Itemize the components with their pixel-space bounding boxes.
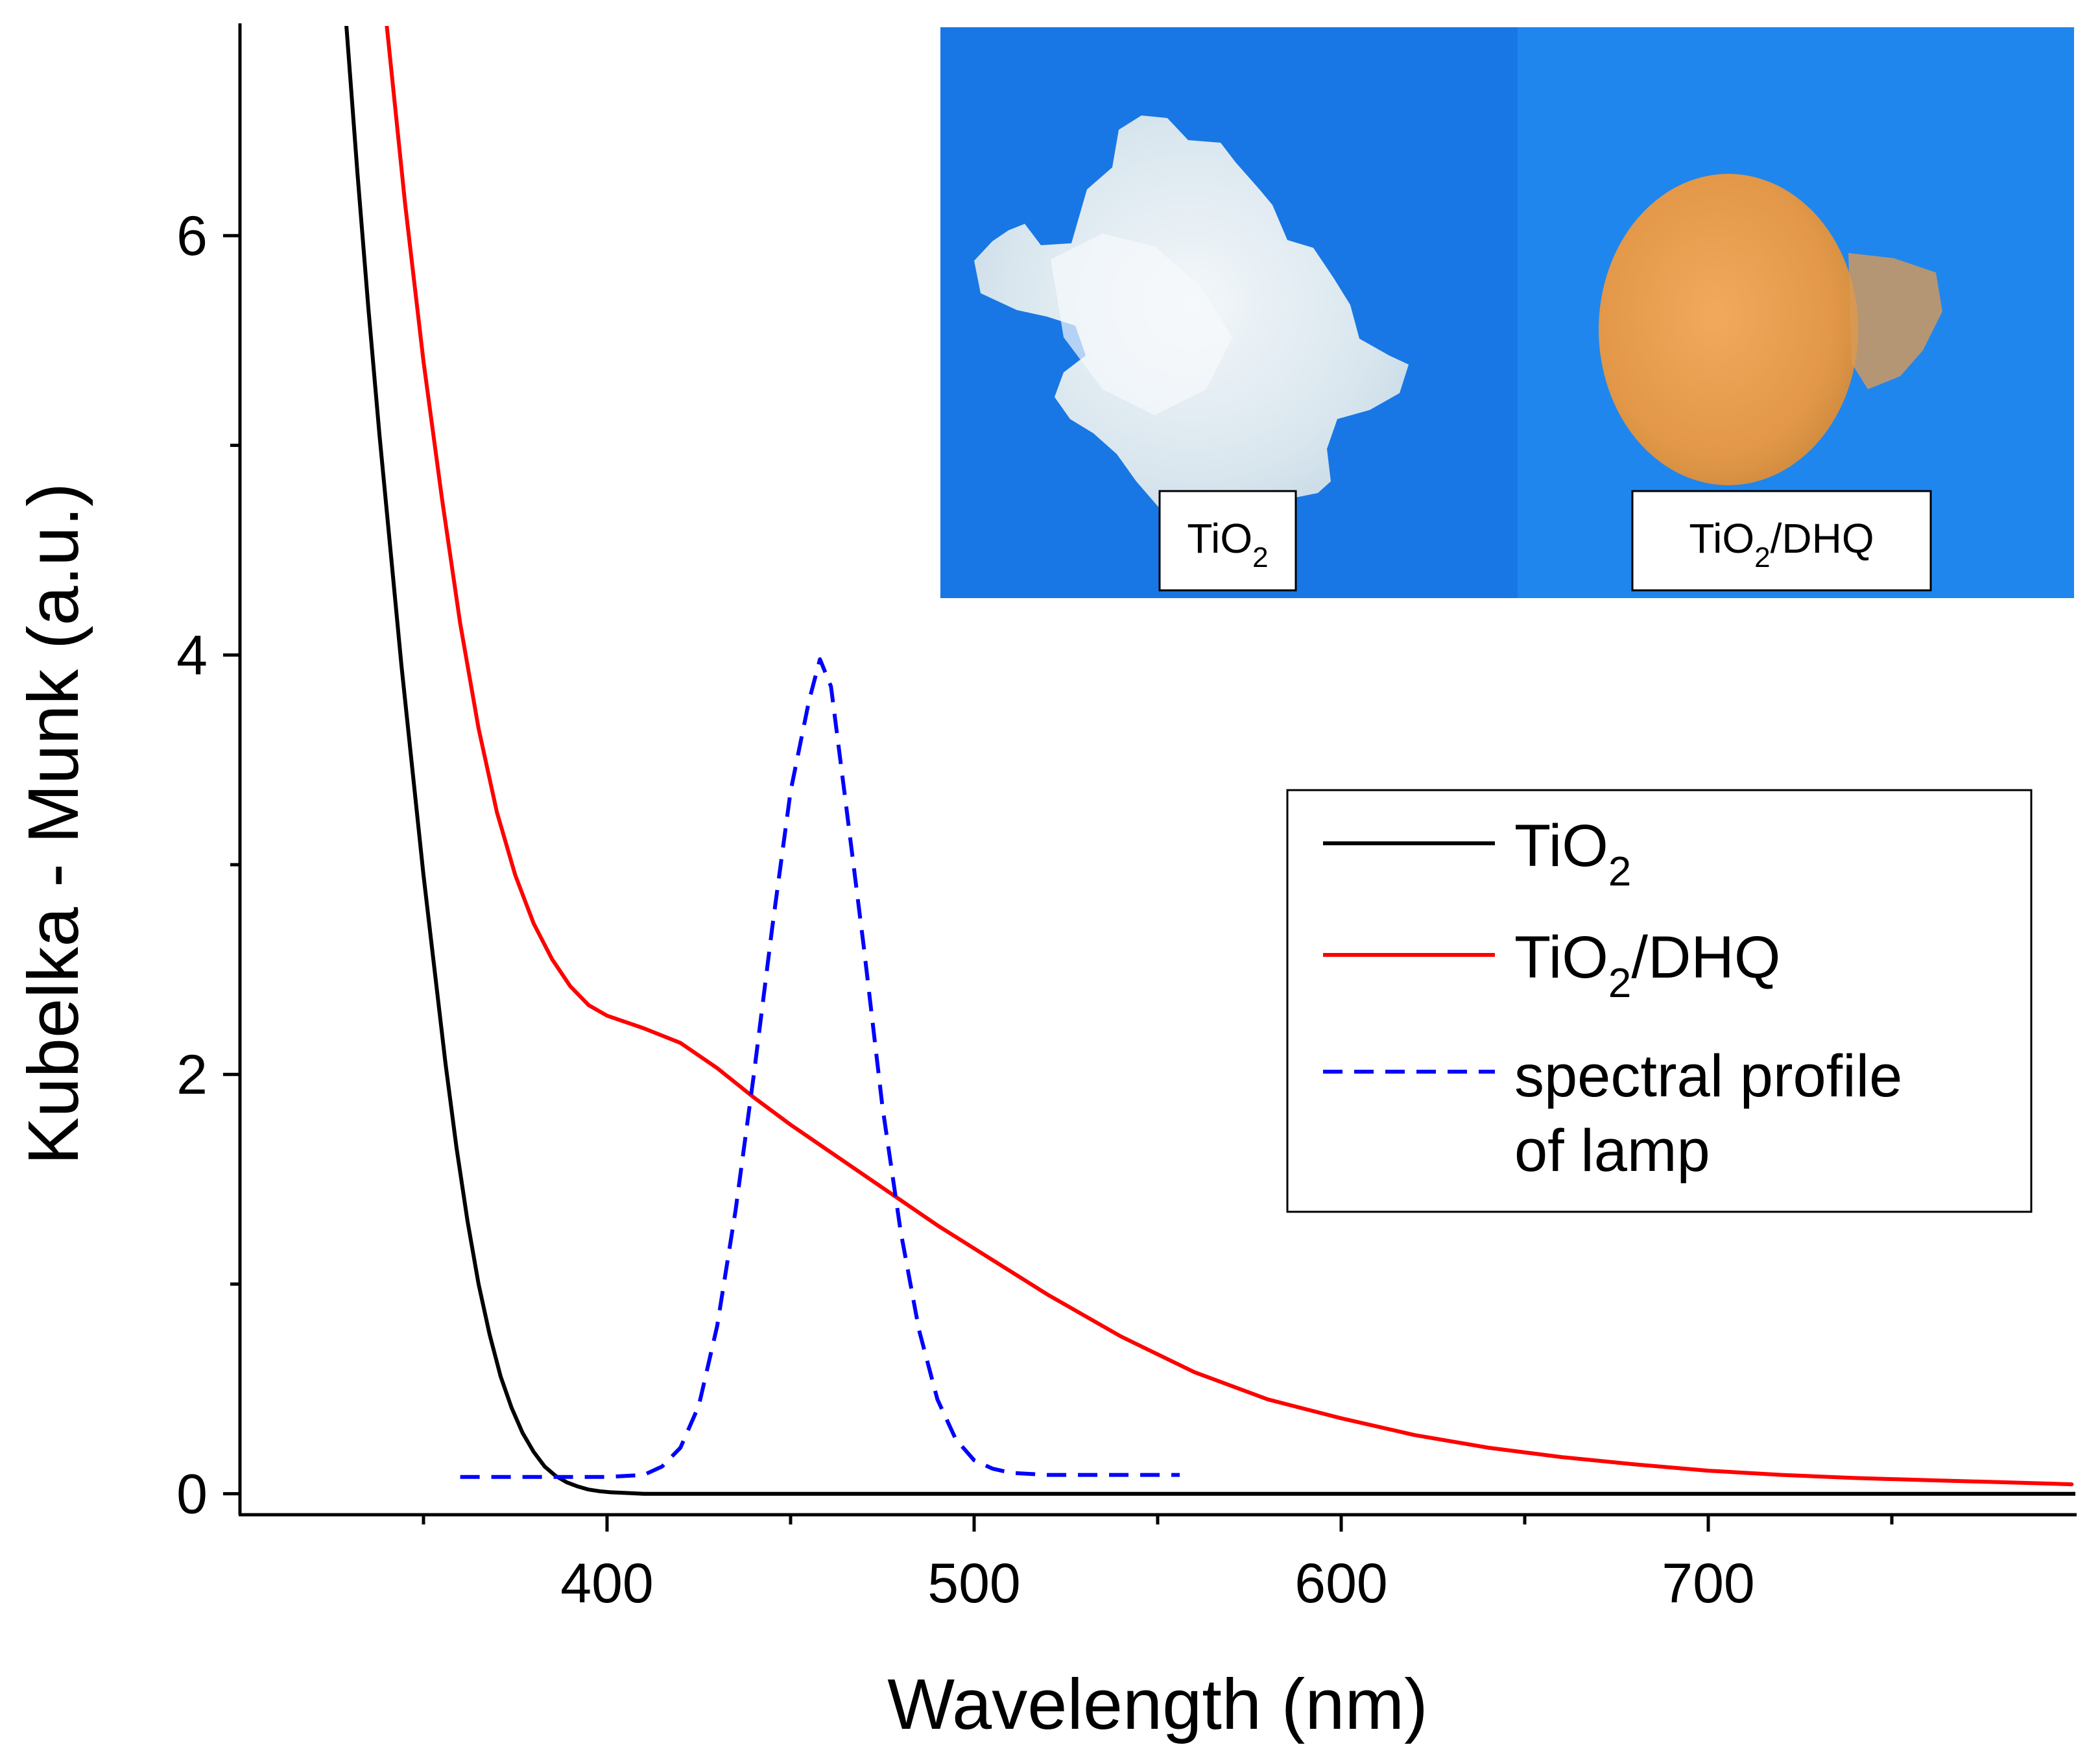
y-tick-label: 6 (176, 205, 208, 267)
x-tick-label: 700 (1662, 1552, 1755, 1615)
inset-label-right: TiO2/DHQ (1689, 515, 1874, 573)
inset-label-left: TiO2 (1187, 515, 1268, 573)
legend-label-tio2: TiO2 (1514, 813, 1631, 895)
x-axis-title: Wavelength (nm) (887, 1665, 1427, 1744)
inset-label-right-box (1631, 490, 1932, 592)
legend-label-tio2-dhq: TiO2/DHQ (1514, 924, 1780, 1006)
y-tick-label: 0 (176, 1463, 208, 1526)
x-tick-label: 500 (927, 1552, 1021, 1615)
series-line-1 (385, 26, 2074, 1487)
legend: TiO2 TiO2/DHQ spectral profile of lamp (1286, 789, 2033, 1213)
x-tick-label: 600 (1295, 1552, 1388, 1615)
y-tick-label: 4 (176, 625, 208, 687)
y-axis-title: Kubelka - Munk (a.u.) (14, 483, 93, 1165)
y-tick-label: 2 (176, 1044, 208, 1106)
inset-label-left-box (1158, 490, 1297, 592)
x-tick-label: 400 (560, 1552, 654, 1615)
dhq-powder-image (1599, 174, 1858, 485)
tio2-powder-highlight (1051, 234, 1232, 415)
legend-label-lamp-line1: spectral profile (1514, 1043, 1902, 1109)
dhq-powder-tail (1848, 253, 1942, 389)
series-line-2 (460, 657, 1180, 1479)
series-line-0 (344, 26, 2075, 1496)
legend-label-lamp-line2: of lamp (1514, 1118, 1710, 1184)
legend-box (1286, 789, 2033, 1213)
inset-photo: TiO2 TiO2/DHQ (940, 27, 2074, 598)
